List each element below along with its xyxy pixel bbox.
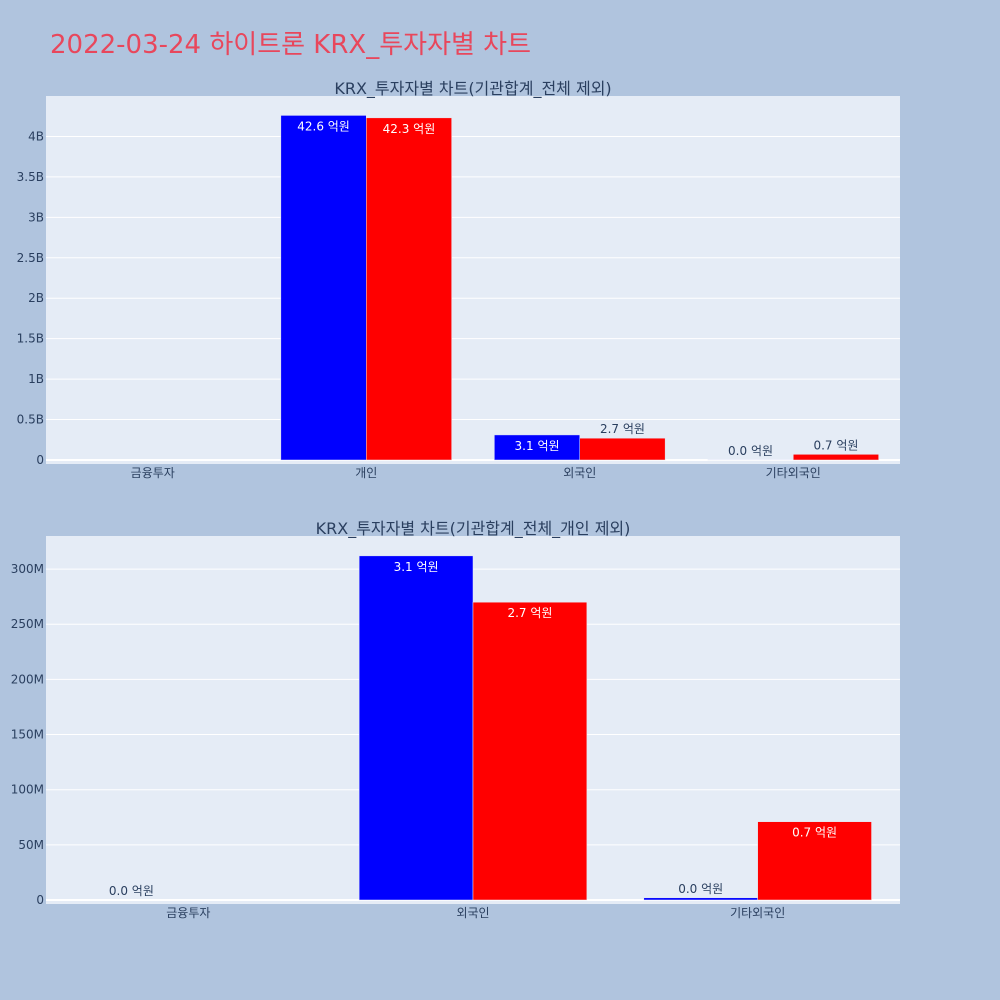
chart1-xtick-label: 기타외국인 bbox=[766, 466, 821, 480]
chart1-ytick-label: 3B bbox=[28, 210, 44, 224]
chart2-ytick-label: 100M bbox=[11, 783, 44, 797]
chart2-data-label: 0.7 억원 bbox=[792, 826, 837, 840]
chart2-ytick-label: 200M bbox=[11, 672, 44, 686]
chart2-ytick-label: 300M bbox=[11, 562, 44, 576]
chart2-bar bbox=[643, 897, 758, 901]
chart1-bar bbox=[280, 115, 367, 461]
chart1-ytick-label: 2.5B bbox=[17, 251, 44, 265]
chart1-bar bbox=[793, 454, 879, 461]
chart1-data-label: 3.1 억원 bbox=[515, 439, 560, 453]
chart1-xtick-label: 외국인 bbox=[563, 466, 596, 480]
chart1-ytick-label: 3.5B bbox=[17, 170, 44, 184]
chart2-data-label: 0.0 억원 bbox=[678, 882, 723, 896]
chart2-bar bbox=[472, 601, 588, 901]
chart1-data-label: 42.3 억원 bbox=[383, 122, 436, 136]
chart2-ytick-label: 250M bbox=[11, 617, 44, 631]
chart2-xtick-label: 기타외국인 bbox=[730, 906, 785, 920]
chart2-title: KRX_투자자별 차트(기관합계_전체_개인 제외) bbox=[316, 519, 631, 539]
chart2-bar bbox=[757, 821, 872, 901]
chart1-bar bbox=[366, 117, 452, 461]
chart1-bar bbox=[494, 434, 581, 461]
chart2-data-label: 3.1 억원 bbox=[394, 560, 439, 574]
chart1-xtick-label: 개인 bbox=[355, 466, 377, 480]
chart1-ytick-label: 1B bbox=[28, 372, 44, 386]
chart1-data-label: 0.0 억원 bbox=[728, 444, 773, 458]
chart1-data-label: 42.6 억원 bbox=[297, 119, 350, 133]
chart1-ytick-label: 4B bbox=[28, 129, 44, 143]
chart2-xtick-label: 금융투자 bbox=[166, 906, 210, 920]
chart1-ytick-label: 2B bbox=[28, 291, 44, 305]
chart2-ytick-label: 150M bbox=[11, 728, 44, 742]
chart1-ytick-label: 0.5B bbox=[17, 413, 44, 427]
page-title: 2022-03-24 하이트론 KRX_투자자별 차트 bbox=[50, 30, 532, 60]
chart1-ytick-label: 1.5B bbox=[17, 332, 44, 346]
chart1-xtick-label: 금융투자 bbox=[131, 466, 175, 480]
chart2-bar bbox=[358, 555, 474, 901]
chart2-data-label: 2.7 억원 bbox=[507, 606, 552, 620]
chart1-data-label: 0.7 억원 bbox=[813, 438, 858, 452]
chart1-data-label: 2.7 억원 bbox=[600, 422, 645, 436]
chart2-ytick-label: 50M bbox=[18, 838, 44, 852]
chart1-bar bbox=[579, 437, 666, 461]
chart2-xtick-label: 외국인 bbox=[456, 906, 489, 920]
chart1-ytick-label: 0 bbox=[36, 453, 44, 467]
chart2-data-label: 0.0 억원 bbox=[109, 884, 154, 898]
chart1-title: KRX_투자자별 차트(기관합계_전체 제외) bbox=[334, 79, 611, 99]
chart2-ytick-label: 0 bbox=[36, 893, 44, 907]
chart1-plot-area bbox=[46, 96, 900, 464]
